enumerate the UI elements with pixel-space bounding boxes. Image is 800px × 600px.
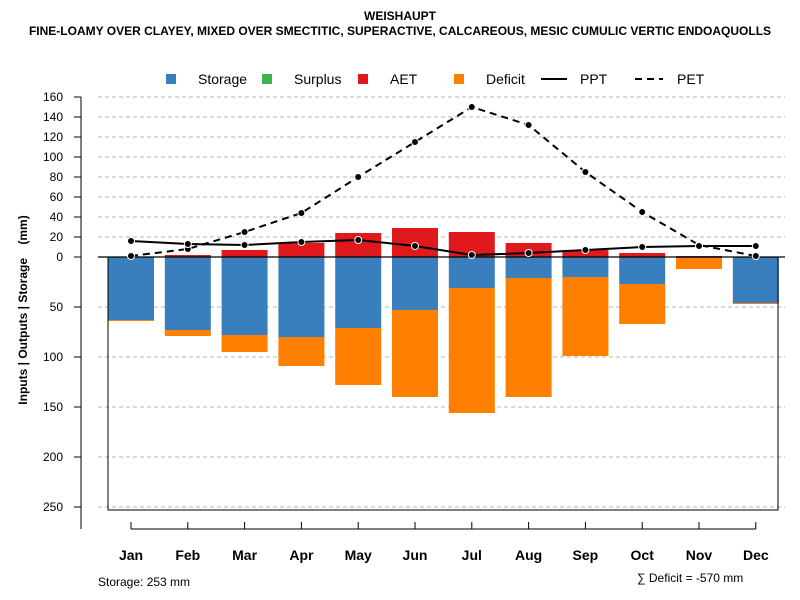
x-tick-label: Jan [119,547,143,563]
y-tick-label: 140 [43,110,63,124]
aet-bar [278,243,325,257]
x-tick-label: Oct [631,547,655,563]
deficit-bar [676,258,722,269]
gridlines [98,96,785,508]
deficit-bar [505,278,552,397]
legend-label-deficit: Deficit [486,71,525,87]
y-tick-label: 40 [50,210,64,224]
y-tick-label: 120 [43,130,63,144]
deficit-bar [392,310,438,397]
storage-bar [619,257,666,284]
y-axis-label: Inputs | Outputs | Storage (mm) [16,215,30,404]
ppt-point [524,249,533,257]
storage-bar [335,257,382,328]
pet-point [354,173,363,181]
x-tick-label: Aug [515,547,542,563]
aet-bar [619,253,666,257]
x-tick-label: Apr [289,547,314,563]
legend-swatch-deficit [454,74,464,84]
legend-swatch-surplus [262,74,272,84]
chart-title: WEISHAUPT [364,9,436,23]
deficit-bar [278,337,325,366]
storage-capacity-box [107,256,779,511]
deficit-bar [108,320,154,321]
legend-label-surplus: Surplus [294,71,341,87]
y-tick-label: 150 [43,400,63,414]
pet-point [467,103,476,111]
ppt-point [581,246,590,254]
x-tick-label: Feb [175,547,200,563]
ppt-point [297,238,306,246]
ppt-point [354,236,363,244]
pet-point [240,228,249,236]
pet-point [581,168,590,176]
storage-bar [562,257,609,277]
legend-swatch-aet [358,74,368,84]
y-tick-label: 100 [43,350,63,364]
chart-subtitle: FINE-LOAMY OVER CLAYEY, MIXED OVER SMECT… [28,24,772,38]
y-tick-label: 100 [43,150,63,164]
legend-label-aet: AET [390,71,418,87]
x-tick-label: Jul [462,547,482,563]
ppt-point [183,240,192,248]
deficit-bar [562,277,609,356]
legend-label-storage: Storage [198,71,247,87]
x-tick-label: Sep [573,547,599,563]
storage-total-note: Storage: 253 mm [98,575,191,589]
ppt-point [467,251,476,259]
ppt-point [411,242,419,250]
legend-label-pet: PET [677,71,705,87]
pet-point [751,252,760,260]
y-tick-label: 80 [50,170,64,184]
y-tick-label: 20 [50,230,64,244]
storage-bar [505,257,552,278]
ppt-line [130,238,756,257]
deficit-bar [448,288,495,413]
pet-line [130,105,756,257]
aet-bar [164,255,211,257]
deficit-total-note: ∑ Deficit = -570 mm [637,571,744,585]
storage-bar [108,257,154,320]
pet-point [127,252,135,260]
aet-bar [221,250,268,257]
x-tick-label: Dec [743,547,769,563]
x-tick-label: May [345,547,372,563]
pet-point [411,138,419,146]
deficit-bar [335,328,382,385]
storage-bar [221,257,268,335]
legend-swatch-storage [166,74,176,84]
y-tick-label: 50 [50,300,64,314]
storage-bar [164,257,211,330]
pet-point [638,208,647,216]
deficit-bar [732,303,779,304]
pet-point [297,209,306,217]
x-tick-label: Nov [686,547,713,563]
y-tick-label: 60 [50,190,64,204]
ppt-point [695,242,703,250]
legend [166,74,663,84]
y-tick-label: 250 [43,500,63,514]
ppt-point [127,237,135,245]
storage-bar [732,257,779,303]
x-tick-label: Mar [232,547,257,563]
deficit-bar [619,284,666,324]
legend-label-ppt: PPT [580,71,608,87]
y-tick-label: 0 [56,250,63,264]
ppt-point [638,243,647,251]
y-tick-label: 200 [43,450,63,464]
storage-bar [278,257,325,337]
x-tick-label: Jun [403,547,428,563]
deficit-bar [221,335,268,352]
deficit-bar [164,330,211,336]
storage-bar [448,257,495,288]
storage-bar [392,257,438,310]
ppt-point [751,242,760,250]
pet-point [524,121,533,129]
y-tick-label: 160 [43,90,63,104]
ppt-point [240,241,249,249]
